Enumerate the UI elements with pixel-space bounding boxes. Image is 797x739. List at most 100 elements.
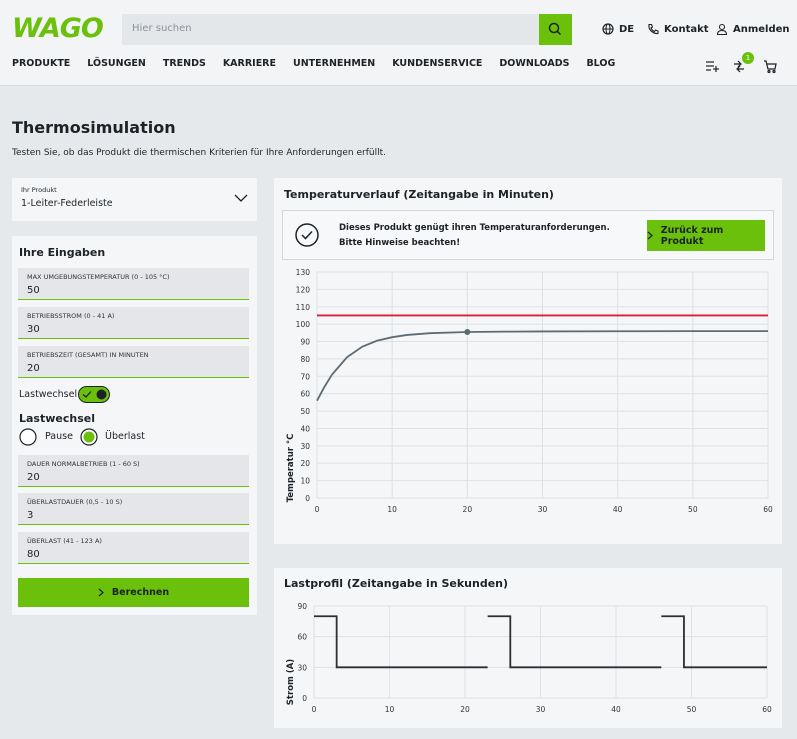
compare-badge: 1 [742,52,754,64]
temperature-chart: 0 10 20 30 40 50 60 70 80 90 100 110 120 130 0 10 20 30 40… [286,268,773,514]
mode-title: Lastwechsel [19,412,95,425]
input-field[interactable]: ÜBERLAST (41 - 123 A) 80 [18,532,249,564]
input-field[interactable]: DAUER NORMALBETRIEB (1 - 60 S) 20 [18,455,249,487]
chevron-icon [234,194,248,202]
field-value: 20 [27,472,40,483]
field-label: ÜBERLAST (41 - 123 A) [27,537,102,545]
x-tick-label: 50 [688,505,698,514]
contact: Kontakt [664,23,709,35]
product-select[interactable]: Ihr Produkt 1-Leiter-Federleiste [12,178,257,221]
logo[interactable]: WAGO [12,13,104,44]
result-box: Dieses Produkt genügt ihren Temperaturan… [282,210,774,260]
input-field[interactable]: BETRIEBSZEIT (GESAMT) IN MINUTEN 20 [18,346,249,378]
x-tick-label: 30 [538,505,548,514]
x-tick-label: 10 [387,505,397,514]
x-tick-label: 10 [385,705,395,714]
product-label: Ihr Produkt [21,186,57,194]
y-tick-label: 70 [300,372,310,381]
nav-item[interactable]: TRENDS [162,58,206,69]
nav-item[interactable]: UNTERNEHMEN [293,58,376,69]
contact-link[interactable]: Kontakt [647,23,709,35]
field-value: 80 [27,549,40,560]
calculate-button[interactable]: Berechnen [18,578,249,607]
input-field[interactable]: MAX UMGEBUNGSTEMPERATUR (0 - 105 °C) 50 [18,268,249,300]
field-value: 50 [27,285,40,296]
field-label: ÜBERLASTDAUER (0,5 - 10 S) [27,498,123,506]
toolbar-icons[interactable] [704,58,780,74]
y-tick-label: 110 [296,303,311,312]
y-tick-label: 90 [297,602,307,611]
y-axis-label: Temperatur °C [286,434,296,503]
back-button[interactable]: Zurück zum Produkt [647,220,765,251]
y-tick-label: 20 [300,459,310,468]
x-tick-label: 60 [763,505,773,514]
y-tick-label: 30 [300,442,310,451]
highlight-point [464,328,471,335]
radio-label: Pause [45,431,73,442]
radio-selected[interactable] [80,428,98,446]
main-nav: PRODUKTE LÖSUNGEN TRENDS KARRIERE UNTERN… [12,58,615,69]
radio[interactable] [19,428,37,446]
y-tick-label: 90 [300,338,310,347]
button-label: Zurück zum Produkt [660,224,724,247]
y-tick-label: 130 [296,268,311,277]
y-tick-label: 0 [305,494,310,503]
input-field[interactable]: ÜBERLASTDAUER (0,5 - 10 S) 3 [18,493,249,525]
chart-title: Temperaturverlauf (Zeitangabe in Minuten… [284,188,554,201]
nav-item[interactable]: BLOG [586,58,616,69]
inputs-title: Ihre Eingaben [19,246,106,259]
x-tick-label: 40 [613,505,623,514]
product-value: 1-Leiter-Federleiste [21,198,113,209]
nav-item[interactable]: KARRIERE [222,58,276,69]
nav-item[interactable]: PRODUKTE [12,58,71,69]
load-panel [274,568,782,728]
y-tick-label: 60 [300,390,310,399]
toggle-switch[interactable] [78,386,110,403]
field-value: 30 [27,324,40,335]
page-title: Thermosimulation [12,118,176,137]
login-link[interactable]: Anmelden [716,23,790,35]
chart-title: Lastprofil (Zeitangabe in Sekunden) [284,577,509,590]
radio-label: Überlast [105,431,145,442]
check-icon [295,223,319,247]
y-tick-label: 30 [297,663,307,672]
field-value: 3 [27,510,34,521]
field-value: 20 [27,363,40,374]
toggle-label: Lastwechsel [19,389,78,400]
data-line [316,330,768,402]
header: WAGO Hier suchen DE Kontakt Anmelden PRO… [0,0,797,86]
search-placeholder: Hier suchen [132,23,192,34]
y-tick-label: 40 [300,424,310,433]
x-tick-label: 50 [687,705,697,714]
page-subtitle: Testen Sie, ob das Produkt die thermisch… [12,148,387,158]
x-tick-label: 40 [611,705,621,714]
input-field[interactable]: BETRIEBSSTROM (0 - 41 A) 30 [18,307,249,339]
field-label: DAUER NORMALBETRIEB (1 - 60 S) [27,460,140,468]
search-box[interactable]: Hier suchen [122,14,572,45]
search-button[interactable] [539,14,572,45]
field-label: BETRIEBSSTROM (0 - 41 A) [27,312,115,320]
y-tick-label: 0 [302,694,307,703]
login: Anmelden [733,23,790,35]
nav-item[interactable]: KUNDENSERVICE [392,58,483,69]
y-tick-label: 100 [296,320,311,329]
nav-item[interactable]: LÖSUNGEN [87,58,146,69]
nav-item[interactable]: DOWNLOADS [499,58,570,69]
load-chart: 0 30 60 90 0 10 20 30 40 50 60 Strom (A) [286,602,772,714]
arrow-icon [647,231,653,240]
y-tick-label: 120 [296,285,311,294]
arrow-icon [98,588,104,597]
language-link[interactable]: DE [602,23,634,35]
y-tick-label: 80 [300,355,310,364]
y-axis-label: Strom (A) [286,659,296,705]
data-line [314,615,767,669]
x-tick-label: 60 [762,705,772,714]
field-label: BETRIEBSZEIT (GESAMT) IN MINUTEN [27,351,149,359]
globe-icon [602,23,614,35]
result-message: Dieses Produkt genügt ihren Temperaturan… [339,223,610,248]
x-tick-label: 30 [536,705,546,714]
language: DE [619,23,635,35]
y-tick-label: 60 [297,633,307,642]
x-tick-label: 20 [463,505,473,514]
